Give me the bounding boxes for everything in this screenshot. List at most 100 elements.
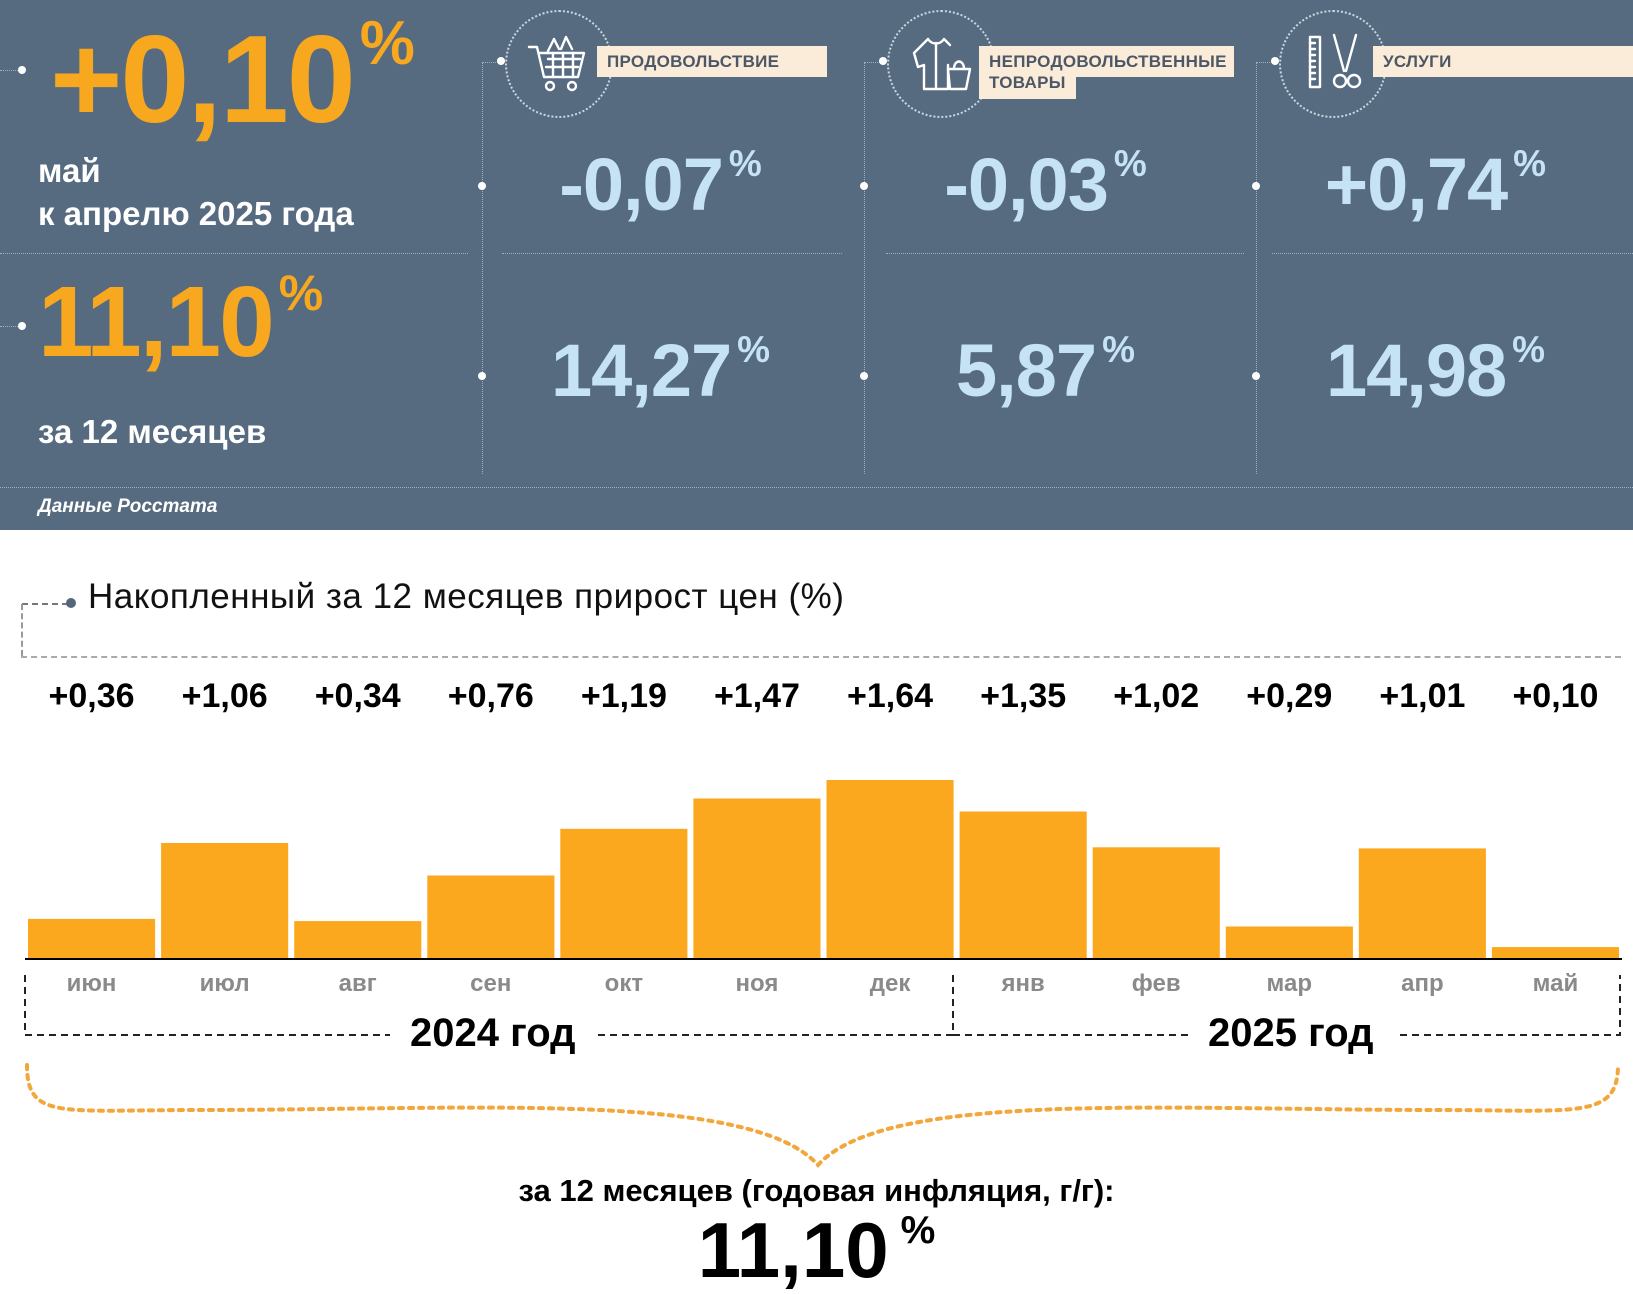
nonfood-year-unit: %: [1102, 329, 1135, 371]
month-caption-line-2: к апрелю 2025 года: [38, 194, 354, 232]
category-label-text: ТОВАРЫ: [989, 73, 1066, 92]
bar-июн: [28, 918, 156, 958]
year-bracket-2025: [953, 975, 1621, 1036]
title-connector: [21, 604, 23, 656]
column-dot: [879, 57, 887, 65]
column-dot: [1252, 372, 1260, 380]
year-inflation-value: 11,10%: [38, 268, 323, 372]
month-tick-label: июл: [199, 970, 250, 997]
bar-value-label: +1,47: [713, 677, 800, 715]
annual-inflation-value: 11,10%: [0, 1211, 1633, 1289]
food-month-unit: %: [728, 143, 762, 185]
bar-авг: [294, 921, 422, 958]
month-tick-label: фев: [1131, 970, 1181, 997]
connector-line: [0, 326, 20, 327]
column-divider: [1256, 62, 1257, 474]
bar-июл: [161, 843, 289, 958]
column-dot: [478, 372, 486, 380]
year-label-2024: 2024 год: [410, 1011, 576, 1055]
food-year-unit: %: [737, 329, 770, 371]
bar-май: [1491, 947, 1619, 958]
month-tick-label: окт: [604, 970, 644, 997]
chart-title: Накопленный за 12 месяцев прирост цен (%…: [88, 577, 845, 616]
annual-inflation-number: 11,10: [697, 1206, 889, 1294]
nonfood-month-value: -0,03%: [900, 145, 1190, 222]
row-divider: [502, 253, 842, 254]
month-tick-label: сен: [470, 970, 512, 997]
nonfood-year-value: 5,87%: [900, 331, 1190, 408]
month-value-number: +0,10: [50, 11, 356, 149]
bar-апр: [1358, 848, 1486, 958]
year-value-number: 11,10: [38, 266, 275, 378]
bar-chart: [25, 780, 1622, 960]
column-dot: [860, 182, 868, 190]
services-year-number: 14,98: [1325, 329, 1507, 412]
bar-value-label: +0,10: [1512, 677, 1599, 715]
bar-value-label: +1,06: [181, 677, 268, 715]
bar-value-label: +0,36: [48, 677, 135, 715]
month-caption: май к апрелю 2025 года: [38, 150, 354, 236]
bar-value-label: +1,19: [580, 677, 667, 715]
month-tick-label: янв: [1001, 970, 1045, 997]
bar-дек: [826, 780, 954, 958]
month-tick-label: июн: [66, 970, 117, 997]
column-dot: [478, 182, 486, 190]
connector-line: [864, 62, 884, 63]
annual-inflation-caption: за 12 месяцев (годовая инфляция, г/г):: [518, 1173, 1115, 1208]
connector-dot: [18, 322, 26, 330]
scissors-comb-icon: [1279, 10, 1387, 118]
connector-line: [0, 70, 20, 71]
bar-окт: [560, 828, 688, 958]
bar-value-label: +0,29: [1246, 677, 1333, 715]
bar-янв: [959, 811, 1087, 958]
connector-line: [482, 62, 502, 63]
bar-value-label: +1,64: [847, 677, 934, 715]
month-caption-line-1: май: [38, 152, 101, 189]
services-month-unit: %: [1513, 143, 1546, 185]
column-dot: [1271, 57, 1279, 65]
category-label-text: НЕПРОДОВОЛЬСТВЕННЫЕ: [989, 52, 1227, 71]
year-caption: за 12 месяцев: [38, 413, 267, 450]
bar-ноя: [693, 798, 821, 958]
category-label-services: УСЛУГИ: [1373, 46, 1633, 77]
services-year-unit: %: [1512, 329, 1545, 371]
food-month-number: -0,07: [559, 143, 724, 226]
row-divider: [0, 253, 468, 254]
nonfood-month-number: -0,03: [944, 143, 1109, 226]
title-underline: [21, 656, 1621, 658]
month-value-unit: %: [359, 9, 415, 79]
annual-inflation-unit: %: [900, 1209, 936, 1252]
services-year-value: 14,98%: [1290, 331, 1580, 408]
category-label-nonfood: НЕПРОДОВОЛЬСТВЕННЫЕ: [979, 46, 1234, 77]
month-tick-label: авг: [338, 970, 377, 997]
bottom-divider: [0, 487, 1633, 488]
annual-brace: [25, 1063, 1620, 1168]
bar-value-label: +1,35: [980, 677, 1067, 715]
month-tick-label: май: [1532, 970, 1579, 997]
category-label-text: УСЛУГИ: [1383, 52, 1452, 71]
row-divider: [886, 253, 1244, 254]
month-tick-label: дек: [869, 970, 911, 997]
bar-value-label: +0,76: [447, 677, 534, 715]
services-month-number: +0,74: [1324, 143, 1508, 226]
nonfood-year-number: 5,87: [956, 329, 1097, 412]
year-label-2025: 2025 год: [1208, 1011, 1374, 1055]
bar-мар: [1225, 926, 1353, 958]
month-inflation-value: +0,10%: [50, 13, 415, 142]
connector-line: [1256, 62, 1276, 63]
title-connector: [22, 603, 68, 605]
title-dot: [66, 598, 76, 608]
column-dot: [497, 57, 505, 65]
category-label-food: ПРОДОВОЛЬСТВИЕ: [597, 46, 827, 77]
category-label-nonfood-second-line: ТОВАРЫ: [979, 72, 1076, 99]
month-tick-label: ноя: [735, 970, 779, 997]
food-year-number: 14,27: [550, 329, 732, 412]
food-month-value: -0,07%: [520, 145, 800, 222]
bar-фев: [1092, 847, 1220, 958]
column-divider: [482, 62, 483, 474]
summary-panel: +0,10% май к апрелю 2025 года 11,10% за …: [0, 0, 1633, 530]
row-divider: [1272, 253, 1633, 254]
services-month-value: +0,74%: [1290, 145, 1580, 222]
food-year-value: 14,27%: [520, 331, 800, 408]
bar-value-label: +1,01: [1379, 677, 1466, 715]
